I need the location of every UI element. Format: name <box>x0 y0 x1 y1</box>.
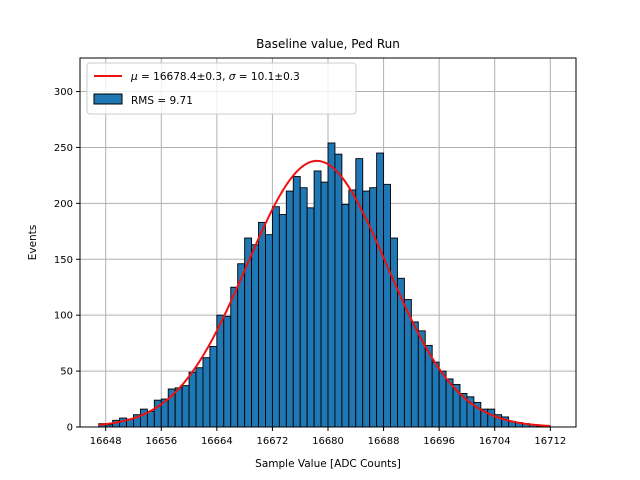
histogram-bar <box>334 153 343 428</box>
legend-box <box>86 62 357 115</box>
histogram-bar <box>271 206 280 428</box>
histogram-bar <box>348 189 357 428</box>
x-axis-label: Sample Value [ADC Counts] <box>255 458 401 470</box>
y-tick-label: 200 <box>54 199 73 210</box>
histogram-bar <box>438 370 447 428</box>
histogram-bar <box>327 142 336 428</box>
histogram-bar <box>216 314 225 428</box>
histogram-bars <box>98 142 551 428</box>
histogram-bar <box>487 408 496 428</box>
x-axis-ticks: 16648 16656 16664 16672 16680 16688 16696 16704… <box>90 427 566 447</box>
y-tick-label: 150 <box>54 255 73 266</box>
x-tick-label: 16680 <box>312 436 344 447</box>
x-tick-label: 16712 <box>534 436 566 447</box>
histogram-bar <box>383 183 391 428</box>
legend-hist-label: RMS = 9.71 <box>131 95 193 107</box>
histogram-bar <box>181 385 190 428</box>
histogram-bar <box>299 187 308 428</box>
legend-mu-text: = 16678.4±0.3, <box>138 71 229 83</box>
legend-sigma-text: = 10.1±0.3 <box>235 71 299 83</box>
histogram-bar <box>251 244 259 428</box>
histogram-bar <box>369 187 378 428</box>
y-axis-ticks: 0 50 100 150 200 250 300 <box>54 87 80 434</box>
histogram-bar <box>285 190 294 428</box>
histogram-bar <box>146 410 155 428</box>
x-tick-label: 16656 <box>145 436 177 447</box>
x-tick-label: 16696 <box>423 436 455 447</box>
histogram-bar <box>431 361 440 428</box>
gaussian-fit-curve <box>98 159 551 427</box>
y-axis-label: Events <box>27 225 39 261</box>
legend-hist-swatch <box>93 93 123 105</box>
histogram-bar <box>265 234 273 428</box>
histogram-bar <box>188 371 197 428</box>
histogram-bar <box>209 346 218 428</box>
chart-title: Baseline value, Ped Run <box>256 37 400 51</box>
legend-mu-symbol: μ <box>130 71 138 83</box>
y-tick-label: 0 <box>67 423 73 434</box>
histogram-bar <box>237 263 246 428</box>
histogram-bar <box>320 181 329 428</box>
histogram-bar <box>139 408 148 428</box>
histogram-bar <box>292 176 301 428</box>
histogram-bar <box>202 357 211 428</box>
y-tick-label: 300 <box>54 87 73 98</box>
histogram-bar <box>306 207 315 428</box>
y-tick-label: 50 <box>60 367 73 378</box>
x-tick-label: 16704 <box>479 436 511 447</box>
x-tick-label: 16648 <box>90 436 122 447</box>
histogram-bar <box>313 170 322 428</box>
legend-sigma-symbol: σ <box>229 71 236 83</box>
histogram-bar <box>376 152 385 428</box>
x-tick-label: 16664 <box>201 436 233 447</box>
histogram-bar <box>410 321 419 428</box>
x-tick-label: 16672 <box>257 436 289 447</box>
histogram-bar <box>230 286 239 428</box>
y-tick-label: 100 <box>54 311 73 322</box>
histogram-bar <box>390 237 398 428</box>
histogram-bar <box>258 221 266 428</box>
legend-fit-label: μ = 16678.4±0.3, σ = 10.1±0.3 <box>130 71 300 83</box>
histogram-bar <box>223 315 232 428</box>
histogram-bar <box>341 204 350 428</box>
x-tick-label: 16688 <box>368 436 400 447</box>
legend: μ = 16678.4±0.3, σ = 10.1±0.3 RMS = 9.71 <box>86 62 357 115</box>
y-tick-label: 250 <box>54 143 73 154</box>
histogram-bar <box>278 214 287 428</box>
histogram-bar <box>195 367 204 428</box>
histogram-bar <box>174 387 183 428</box>
